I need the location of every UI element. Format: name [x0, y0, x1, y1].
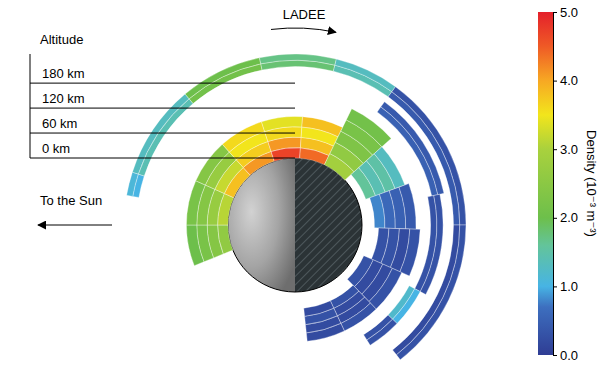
colorbar-tick-mark — [553, 81, 557, 82]
altitude-tick-label: 0 km — [42, 141, 70, 156]
altitude-title: Altitude — [40, 32, 83, 47]
colorbar-tick: 3.0 — [553, 142, 578, 157]
altitude-tick-line — [30, 133, 295, 134]
colorbar-title: Density (10⁻³ m⁻³) — [584, 130, 599, 237]
colorbar-tick-mark — [553, 286, 557, 287]
colorbar-tick-label: 0.0 — [560, 348, 578, 363]
sun-arrow — [38, 225, 112, 226]
colorbar-tick-mark — [553, 355, 557, 356]
altitude-axis-line — [30, 54, 31, 158]
density-cell — [186, 225, 204, 266]
density-cell — [335, 59, 396, 92]
moon — [228, 158, 362, 292]
density-cell — [393, 289, 421, 324]
density-cell — [222, 122, 264, 152]
chart: 0 km 60 km 120 km 180 km Altitude To the Sun L… — [0, 0, 605, 367]
altitude-tick-label: 120 km — [42, 91, 85, 106]
density-cell — [186, 181, 205, 225]
colorbar-tick: 2.0 — [553, 210, 578, 225]
altitude-tick-label: 60 km — [42, 116, 77, 131]
density-cell — [341, 303, 376, 331]
colorbar-axis-line — [554, 13, 558, 356]
colorbar-tick: 1.0 — [553, 279, 578, 294]
colorbar-tick-mark — [553, 12, 557, 13]
density-cell — [396, 225, 466, 360]
sun-label: To the Sun — [40, 193, 102, 208]
density-cell — [185, 58, 261, 99]
colorbar-tick: 5.0 — [553, 5, 578, 20]
colorbar-axis: 0.0 1.0 2.0 3.0 4.0 5.0 — [553, 5, 578, 363]
moon-nightside — [295, 158, 362, 292]
colorbar-tick-mark — [553, 149, 557, 150]
colorbar-tick-label: 2.0 — [560, 210, 578, 225]
density-cell — [399, 184, 416, 230]
density-cell — [369, 268, 402, 309]
altitude-axis: 0 km 60 km 120 km 180 km — [30, 54, 295, 158]
orbit-label: LADEE — [283, 7, 326, 22]
orbit-arrow — [271, 28, 336, 32]
density-cell — [127, 172, 139, 196]
colorbar-tick-label: 3.0 — [560, 142, 578, 157]
colorbar: 0.0 1.0 2.0 3.0 4.0 5.0 — [538, 5, 578, 363]
colorbar-tick: 0.0 — [553, 348, 578, 363]
altitude-tick-label: 180 km — [42, 66, 85, 81]
density-cell — [367, 319, 397, 345]
colorbar-tick-label: 5.0 — [560, 5, 578, 20]
density-cell — [374, 147, 405, 189]
density-cell — [400, 229, 420, 276]
density-cell — [302, 117, 343, 137]
colorbar-tick-label: 1.0 — [560, 279, 578, 294]
altitude-tick-line — [30, 158, 295, 159]
colorbar-tick-label: 4.0 — [560, 73, 578, 88]
plot-area — [127, 54, 466, 360]
altitude-tick-line — [30, 108, 295, 109]
density-cell — [259, 54, 336, 65]
density-cell — [392, 87, 466, 225]
density-cell — [132, 94, 189, 174]
density-cell — [138, 99, 193, 176]
colorbar-tick: 4.0 — [553, 73, 578, 88]
density-cell — [261, 116, 302, 131]
density-cell — [420, 194, 443, 294]
altitude-tick-line — [30, 83, 295, 84]
moon-outline — [228, 158, 362, 292]
colorbar-bar — [538, 12, 553, 355]
colorbar-tick-mark — [553, 218, 557, 219]
density-cell — [196, 144, 230, 185]
density-cell — [306, 323, 344, 341]
